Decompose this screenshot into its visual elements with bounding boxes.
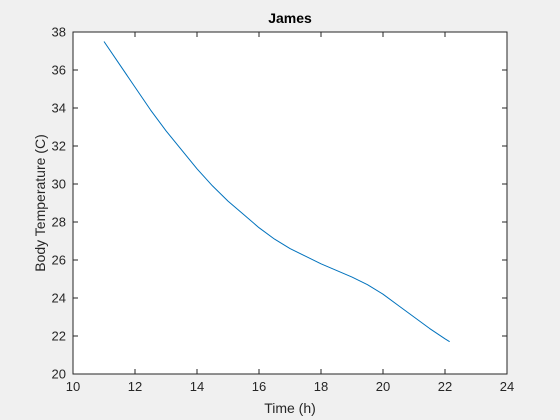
series-group <box>103 41 450 343</box>
x-tick-label: 14 <box>190 379 204 394</box>
x-tick-label: 18 <box>314 379 328 394</box>
y-tick-labels: 20 22 24 26 28 30 32 34 36 38 <box>52 25 66 382</box>
y-tick-label: 32 <box>52 139 66 154</box>
y-tick-label: 20 <box>52 367 66 382</box>
y-tick-label: 34 <box>52 101 66 116</box>
axes-box <box>72 31 508 375</box>
x-tick-label: 20 <box>376 379 390 394</box>
x-tick-label: 12 <box>128 379 142 394</box>
x-tick-label: 10 <box>66 379 80 394</box>
y-tick-label: 26 <box>52 253 66 268</box>
y-tick-label: 28 <box>52 215 66 230</box>
x-axis-label: Time (h) <box>264 400 316 416</box>
x-tick-label: 16 <box>252 379 266 394</box>
y-tick-label: 24 <box>52 291 66 306</box>
y-tick-label: 36 <box>52 63 66 78</box>
y-tick-label: 22 <box>52 329 66 344</box>
x-tick-label: 22 <box>438 379 452 394</box>
y-tick-label: 30 <box>52 177 66 192</box>
series-line <box>103 41 450 343</box>
chart-title: James <box>268 10 312 26</box>
plot-area <box>73 32 507 374</box>
y-tick-label: 38 <box>52 25 66 40</box>
x-tick-label: 24 <box>500 379 514 394</box>
y-axis-label: Body Temperature (C) <box>32 134 48 271</box>
x-tick-labels: 10 12 14 16 18 20 22 24 <box>66 379 514 394</box>
